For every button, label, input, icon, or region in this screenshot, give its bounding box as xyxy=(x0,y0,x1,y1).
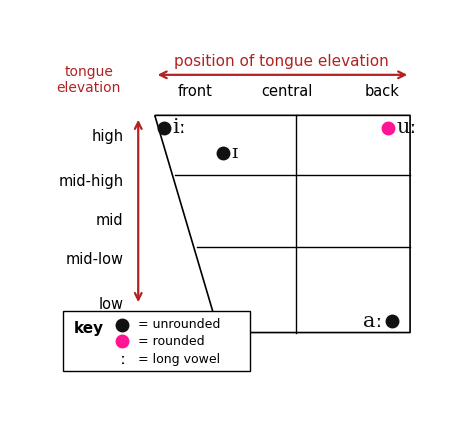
Text: back: back xyxy=(365,83,400,99)
Text: = long vowel: = long vowel xyxy=(138,353,220,366)
Text: mid-high: mid-high xyxy=(58,174,124,189)
Text: mid-low: mid-low xyxy=(65,252,124,267)
Text: tongue
elevation: tongue elevation xyxy=(56,65,121,95)
Text: aː: aː xyxy=(363,312,383,331)
Text: front: front xyxy=(178,83,213,99)
Text: uː: uː xyxy=(396,118,417,137)
FancyBboxPatch shape xyxy=(63,312,250,371)
Text: key: key xyxy=(74,321,104,336)
Text: = rounded: = rounded xyxy=(138,335,205,348)
Text: ɪ: ɪ xyxy=(231,144,237,162)
Text: high: high xyxy=(91,129,124,144)
Text: iː: iː xyxy=(172,118,186,137)
Text: low: low xyxy=(99,298,124,312)
Text: = unrounded: = unrounded xyxy=(138,318,220,331)
Text: central: central xyxy=(261,83,313,99)
Text: mid: mid xyxy=(96,213,124,228)
Text: position of tongue elevation: position of tongue elevation xyxy=(174,54,389,69)
Text: ː: ː xyxy=(118,350,125,368)
